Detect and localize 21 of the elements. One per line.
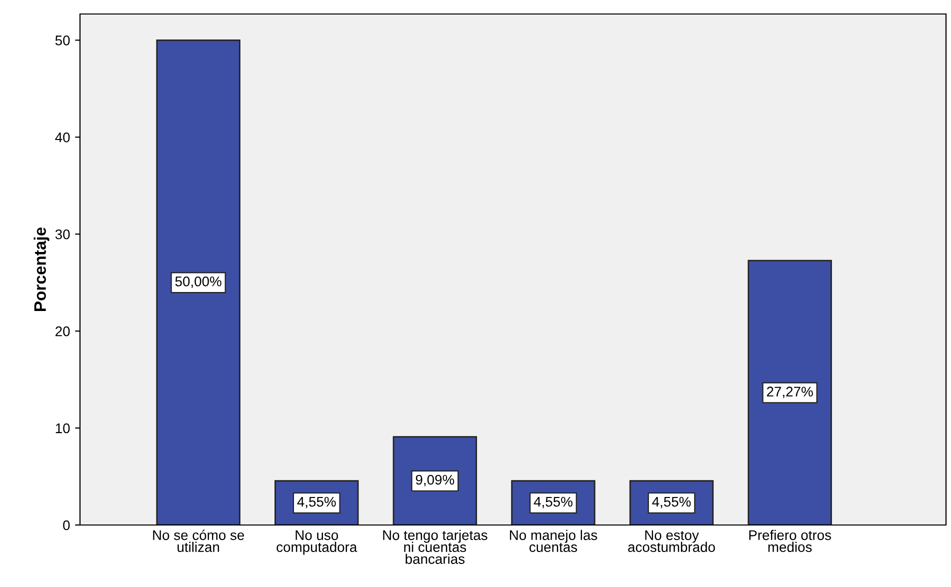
x-tick-label: Prefiero otros medios: [749, 530, 832, 552]
bar: [156, 39, 240, 525]
data-label: 4,55%: [297, 496, 336, 508]
x-tick-label: No uso computadora: [276, 530, 358, 555]
y-tick-label: 0: [63, 520, 70, 530]
bar: [748, 260, 832, 525]
x-tick-label: No manejo las cuentas: [510, 530, 598, 552]
y-tick-label: 10: [56, 423, 70, 434]
y-tick-label: 50: [55, 36, 70, 46]
y-axis-title: Porcentaje: [34, 227, 50, 311]
y-tick-label: 20: [56, 326, 70, 336]
x-tick-label: No tengo tarjetas ni cuentas bancarias: [383, 530, 488, 564]
y-tick-label: 40: [55, 132, 70, 142]
data-label: 50,00%: [175, 276, 222, 288]
data-label: 4,55%: [652, 496, 691, 508]
data-label: 9,09%: [416, 474, 454, 486]
x-tick-label: No estoy acostumbrado: [628, 530, 715, 552]
data-label: 27,27%: [766, 386, 813, 398]
data-label: 4,55%: [534, 496, 572, 508]
x-tick-label: No se cómo se utilizan: [153, 530, 244, 552]
y-tick-label: 30: [55, 229, 70, 240]
